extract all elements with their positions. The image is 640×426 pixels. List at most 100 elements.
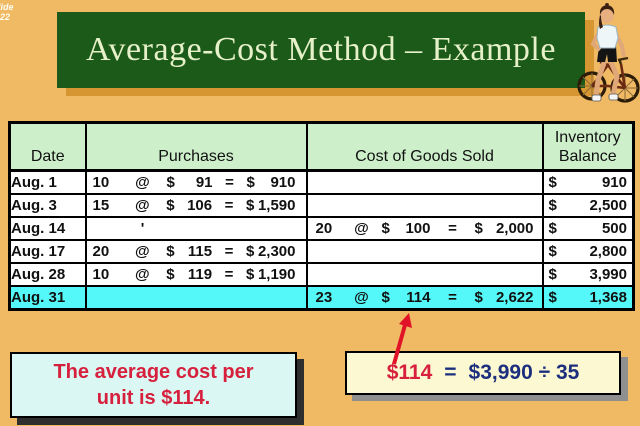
- purchase-currency: $: [166, 243, 175, 260]
- purchases-cell: 15 @ $ 106 = $ 1,590: [84, 193, 308, 218]
- purchase-amount: 910: [270, 174, 296, 191]
- date-cell: Aug. 17: [8, 239, 87, 264]
- purchase-amount: 2,300: [257, 243, 296, 260]
- cogs-currency2: $: [474, 220, 483, 237]
- cogs-currency2: $: [474, 289, 483, 306]
- balance-amount: 2,800: [589, 243, 627, 260]
- cogs-currency: $: [381, 220, 390, 237]
- cogs-cell: [305, 239, 544, 264]
- purchase-at: @: [135, 243, 150, 260]
- purchase-currency2: $: [246, 174, 255, 191]
- equation-expression: $3,990 ÷ 35: [468, 361, 580, 384]
- woman-on-bicycle-icon: [577, 3, 640, 103]
- cogs-cell: 20 @ $ 100 = $ 2,000: [305, 216, 544, 241]
- header-date: Date: [8, 121, 87, 172]
- cogs-amount: 2,000: [495, 220, 534, 237]
- balance-currency: $: [548, 243, 557, 260]
- purchase-at: @: [135, 266, 150, 283]
- equation-equals: =: [444, 361, 457, 384]
- purchases-cell: 20 @ $ 115 = $ 2,300: [84, 239, 308, 264]
- cogs-cell: [305, 262, 544, 287]
- cogs-unit-price: 114: [406, 289, 431, 306]
- average-cost-callout: The average cost per unit is $114.: [10, 352, 297, 418]
- purchase-at: @: [135, 197, 150, 214]
- cogs-qty: 23: [315, 289, 333, 306]
- balance-cell: $ 500: [541, 216, 635, 241]
- header-inventory-balance: Inventory Balance: [541, 121, 635, 172]
- balance-cell: $ 1,368: [541, 285, 635, 311]
- purchase-currency: $: [166, 174, 175, 191]
- purchase-amount: 1,190: [257, 266, 296, 283]
- page-title: Average-Cost Method – Example: [86, 31, 556, 68]
- purchase-currency: $: [166, 197, 175, 214]
- cogs-at: @: [354, 220, 369, 237]
- purchase-unit-price: 119: [187, 266, 213, 283]
- purchase-at: ': [140, 220, 145, 237]
- slide-number-line2: 4-22: [0, 12, 11, 22]
- date-cell: Aug. 31: [8, 285, 87, 311]
- purchase-equals: =: [225, 174, 234, 191]
- cogs-cell: [305, 193, 544, 218]
- equation-callout: $114 = $3,990 ÷ 35: [345, 351, 621, 395]
- balance-cell: $ 2,500: [541, 193, 635, 218]
- table-row: Aug. 3 15 @ $ 106 = $ 1,590: [8, 193, 635, 218]
- purchase-unit-price: 115: [187, 243, 213, 260]
- purchase-amount: 1,590: [257, 197, 296, 214]
- purchase-qty: 15: [92, 197, 110, 214]
- purchase-unit-price: 91: [195, 174, 213, 191]
- purchase-qty: 10: [92, 174, 110, 191]
- callout-line1: The average cost per: [53, 361, 254, 383]
- purchases-cell: 10 @ $ 119 = $ 1,190: [84, 262, 308, 287]
- date-cell: Aug. 3: [8, 193, 87, 218]
- table-row: Aug. 31 23 @ $ 114 =: [8, 285, 635, 311]
- header-cogs: Cost of Goods Sold: [305, 121, 544, 172]
- header-purchases: Purchases: [84, 121, 308, 172]
- purchase-unit-price: 106: [187, 197, 213, 214]
- cogs-cell: [305, 169, 544, 195]
- slide-number: Slide4-22: [0, 2, 14, 22]
- balance-cell: $ 2,800: [541, 239, 635, 264]
- table-row: Aug. 1 10 @ $ 91 = $ 910: [8, 169, 635, 195]
- purchase-equals: =: [224, 266, 234, 283]
- balance-amount: 910: [601, 174, 627, 191]
- equation-result: $114: [386, 361, 433, 384]
- cogs-amount: 2,622: [495, 289, 534, 306]
- purchase-equals: =: [224, 243, 234, 260]
- cogs-unit-price: 100: [405, 220, 431, 237]
- purchase-qty: 20: [92, 243, 110, 260]
- balance-amount: 2,500: [589, 197, 627, 214]
- inventory-table: Date Purchases Cost of Goods Sold Invent…: [8, 121, 635, 311]
- date-cell: Aug. 14: [8, 216, 87, 241]
- purchases-cell: 10 @ $ 91 = $ 910: [84, 169, 308, 195]
- date-cell: Aug. 1: [8, 169, 87, 195]
- cogs-qty: 20: [315, 220, 333, 237]
- purchase-qty: 10: [92, 266, 110, 283]
- callout-line2: unit is $114.: [96, 387, 211, 409]
- cogs-at: @: [354, 289, 369, 306]
- slide-number-line1: Slide: [0, 2, 14, 12]
- purchases-cell: ': [84, 216, 308, 241]
- table-row: Aug. 14 ' 20 @ $ 100 =: [8, 216, 635, 241]
- cogs-cell: 23 @ $ 114 = $ 2,622: [305, 285, 544, 311]
- cogs-equals: =: [448, 220, 457, 237]
- table-row: Aug. 28 10 @ $ 119 = $ 1,190: [8, 262, 635, 287]
- cogs-currency: $: [381, 289, 390, 306]
- purchase-currency2: $: [246, 243, 255, 260]
- purchase-at: @: [135, 174, 150, 191]
- table-row: Aug. 17 20 @ $ 115 = $ 2,300: [8, 239, 635, 264]
- balance-currency: $: [548, 289, 557, 306]
- purchase-equals: =: [224, 197, 234, 214]
- balance-amount: 3,990: [589, 266, 627, 283]
- cogs-equals: =: [448, 289, 457, 306]
- balance-currency: $: [548, 266, 557, 283]
- purchases-cell: [84, 285, 308, 311]
- purchase-currency: $: [166, 266, 175, 283]
- balance-amount: 1,368: [589, 289, 627, 306]
- date-cell: Aug. 28: [8, 262, 87, 287]
- balance-cell: $ 910: [541, 169, 635, 195]
- balance-currency: $: [548, 174, 557, 191]
- balance-currency: $: [548, 197, 557, 214]
- balance-amount: 500: [601, 220, 627, 237]
- purchase-currency2: $: [246, 197, 255, 214]
